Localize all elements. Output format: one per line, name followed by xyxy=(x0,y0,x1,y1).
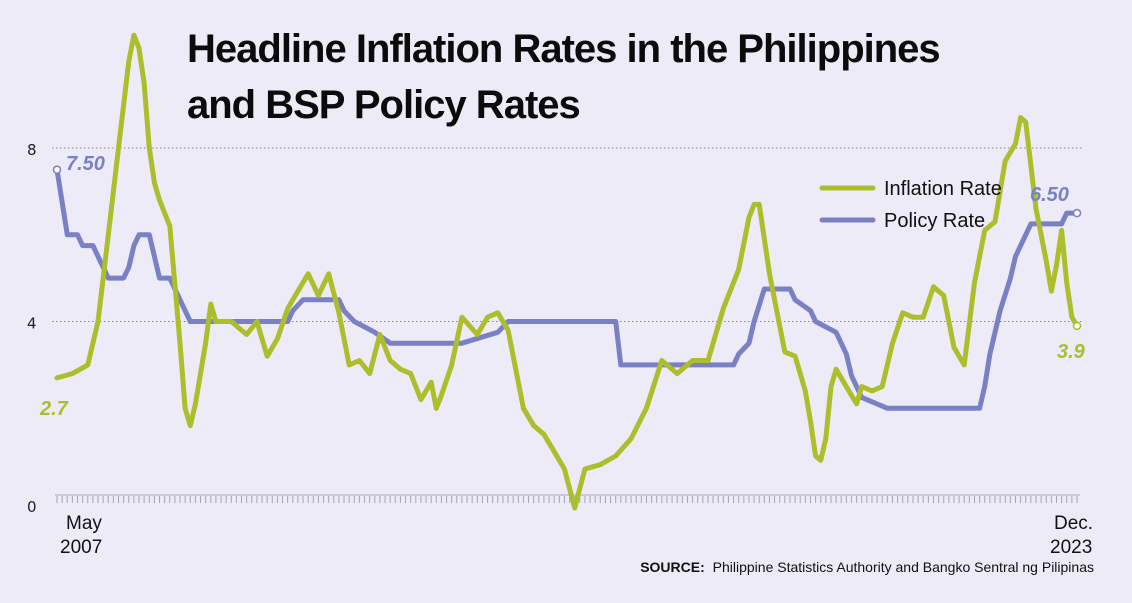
inflation-end-marker xyxy=(1072,321,1082,331)
inflation-rate-line xyxy=(54,32,1080,511)
x-axis xyxy=(55,494,1080,503)
source-note: SOURCE: Philippine Statistics Authority … xyxy=(640,559,1094,575)
policy-start-marker xyxy=(52,165,62,174)
chart-title-line-2: and BSP Policy Rates xyxy=(187,83,580,127)
y-tick-label-0: 0 xyxy=(27,498,37,516)
y-axis-ticks: 0 4 8 xyxy=(27,141,37,516)
legend-label-inflation: Inflation Rate xyxy=(884,178,1002,200)
policy-end-marker xyxy=(1072,208,1082,218)
policy-rate-line xyxy=(54,167,1080,411)
start-date-month: May xyxy=(66,513,102,534)
end-date-month: Dec. xyxy=(1054,513,1093,534)
chart-title-line-1: Headline Inflation Rates in the Philippi… xyxy=(187,27,940,71)
source-text: Philippine Statistics Authority and Bang… xyxy=(713,559,1094,575)
y-tick-label-4: 4 xyxy=(27,315,37,333)
inflation-end-label: 3.9 xyxy=(1057,341,1086,363)
policy-start-label: 7.50 xyxy=(66,153,105,175)
legend-label-policy: Policy Rate xyxy=(884,210,985,232)
start-date-year: 2007 xyxy=(60,537,102,558)
inflation-start-label: 2.7 xyxy=(39,398,69,420)
policy-end-label: 6.50 xyxy=(1030,184,1069,206)
y-tick-label-8: 8 xyxy=(27,141,37,159)
legend: Inflation Rate Policy Rate xyxy=(819,178,1002,232)
end-date-year: 2023 xyxy=(1050,537,1092,558)
source-label: SOURCE: xyxy=(640,559,705,575)
